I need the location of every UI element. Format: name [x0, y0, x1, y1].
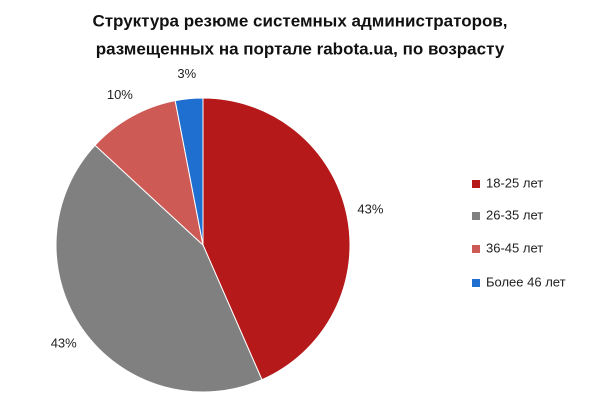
data-label: 3%: [177, 66, 196, 81]
legend-label: Более 46 лет: [486, 274, 566, 289]
pie-slice: [94, 100, 204, 247]
legend-swatch: [472, 279, 480, 287]
legend-label: 18-25 лет: [486, 175, 543, 190]
data-label: 43%: [357, 201, 383, 216]
pie-slice: [55, 144, 263, 393]
legend-label: 36-45 лет: [486, 240, 543, 255]
chart-title: размещенных на портале rabota.ua, по воз…: [96, 39, 505, 58]
chart-title: Структура резюме системных администратор…: [92, 11, 507, 30]
legend-swatch: [472, 212, 480, 220]
data-label: 10%: [107, 87, 133, 102]
pie-slice: [202, 97, 351, 381]
data-label: 43%: [51, 336, 77, 351]
legend-swatch: [472, 180, 480, 188]
pie-slice: [174, 97, 204, 246]
legend-label: 26-35 лет: [486, 207, 543, 222]
legend-swatch: [472, 245, 480, 253]
